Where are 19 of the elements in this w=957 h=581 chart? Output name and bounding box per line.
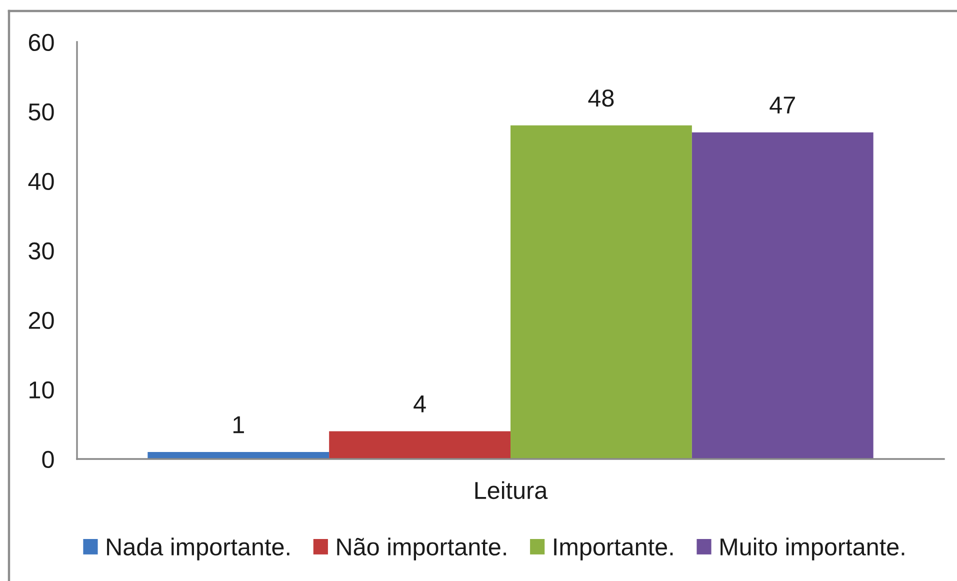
- bar: [692, 132, 874, 459]
- y-tick-label: 30: [28, 242, 54, 260]
- legend-label: Importante.: [554, 538, 673, 560]
- legend-label: Não importante.: [337, 538, 506, 560]
- y-tick-label: 50: [28, 103, 54, 121]
- data-label: 48: [588, 89, 614, 107]
- legend-label: Nada importante.: [107, 538, 290, 560]
- y-tick-label: 10: [30, 381, 54, 399]
- legend-label: Muito importante.: [720, 538, 904, 560]
- data-label: 47: [770, 96, 795, 114]
- y-tick-label: 40: [28, 172, 54, 190]
- bar: [510, 125, 692, 459]
- data-label: 1: [233, 416, 244, 434]
- y-tick-label: 0: [42, 450, 54, 468]
- data-label: 4: [414, 396, 426, 412]
- y-tick-label: 60: [28, 34, 54, 52]
- bar: [329, 431, 510, 459]
- y-tick-label: 20: [28, 312, 54, 330]
- x-tick-label: Leitura: [475, 481, 548, 500]
